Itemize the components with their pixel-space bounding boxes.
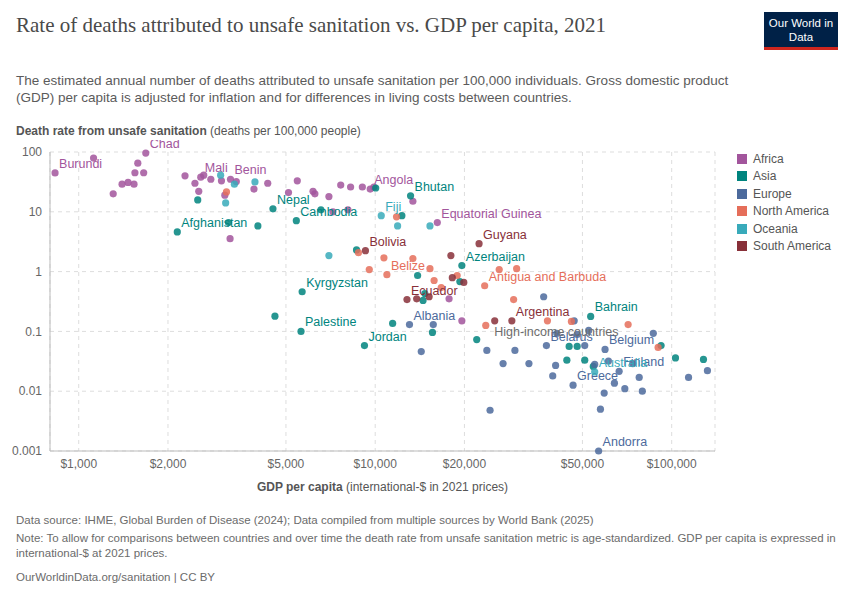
svg-text:$2,000: $2,000 — [150, 457, 187, 471]
svg-text:Azerbaijan: Azerbaijan — [466, 250, 525, 264]
html-text:OurWorldinData.org/sanitation: OurWorldinData.org/sanitation | CC BY — [16, 571, 215, 583]
html-text:Note: To allow for comparisons: Note: To allow for comparisons between c… — [16, 532, 836, 559]
svg-text:Bhutan: Bhutan — [415, 180, 455, 194]
svg-text:Benin: Benin — [234, 163, 266, 177]
svg-text:Belgium: Belgium — [609, 333, 655, 348]
svg-text:Chad: Chad — [150, 140, 180, 151]
svg-text:0.001: 0.001 — [12, 444, 42, 458]
svg-text:$100,000: $100,000 — [647, 457, 697, 471]
svg-text:Palestine: Palestine — [305, 315, 356, 329]
svg-text:0.1: 0.1 — [25, 325, 42, 339]
svg-text:Burundi: Burundi — [59, 156, 103, 171]
svg-text:Mali: Mali — [205, 161, 228, 175]
svg-text:Nepal: Nepal — [277, 192, 310, 207]
html-text:Europe: Europe — [753, 186, 792, 201]
svg-text:Ecuador: Ecuador — [411, 283, 458, 298]
html-text:Data source: IHME, Global Burd: Data source: IHME, Global Burden of Dise… — [16, 514, 594, 526]
svg-text:100: 100 — [22, 145, 42, 159]
html-text:Oceania: Oceania — [753, 221, 798, 236]
svg-text:Bolivia: Bolivia — [369, 235, 406, 249]
svg-text:$10,000: $10,000 — [354, 457, 398, 471]
html-text:North America: North America — [753, 204, 829, 219]
svg-text:Equatorial Guinea: Equatorial Guinea — [441, 207, 541, 221]
svg-text:0.01: 0.01 — [19, 384, 43, 398]
svg-text:$5,000: $5,000 — [268, 457, 305, 471]
svg-text:$1,000: $1,000 — [60, 457, 97, 471]
html-text:Death rate from unsafe sanitat: Death rate from unsafe sanitation (death… — [16, 124, 361, 138]
svg-text:Guyana: Guyana — [483, 228, 527, 242]
svg-text:Afghanistan: Afghanistan — [181, 216, 247, 230]
svg-text:Cambodia: Cambodia — [300, 205, 357, 219]
svg-text:1: 1 — [35, 265, 42, 279]
svg-text:Antigua and Barbuda: Antigua and Barbuda — [489, 270, 607, 284]
svg-text:Argentina: Argentina — [516, 305, 570, 319]
html-text:The estimated annual number of: The estimated annual number of deaths at… — [16, 73, 729, 105]
svg-text:$50,000: $50,000 — [561, 457, 605, 471]
svg-text:Australia: Australia — [599, 356, 648, 370]
svg-text:Albania: Albania — [413, 309, 455, 323]
html-text:Africa: Africa — [753, 151, 784, 166]
svg-text:Belize: Belize — [391, 259, 425, 273]
html-text:Asia: Asia — [753, 169, 777, 184]
svg-text:High-income countries: High-income countries — [494, 325, 618, 339]
svg-text:10: 10 — [29, 205, 43, 219]
html-text:GDP per capita (international-: GDP per capita (international-$ in 2021 … — [256, 480, 509, 494]
svg-text:Fiji: Fiji — [385, 200, 401, 214]
svg-text:Jordan: Jordan — [368, 330, 406, 344]
svg-text:Bahrain: Bahrain — [595, 300, 638, 314]
svg-text:Angola: Angola — [374, 173, 413, 187]
svg-text:Andorra: Andorra — [603, 435, 648, 449]
svg-text:$20,000: $20,000 — [443, 457, 487, 471]
html-text:South America: South America — [753, 239, 831, 254]
html-text:Our World in Data: Our World in Data — [768, 16, 834, 43]
svg-text:Greece: Greece — [577, 369, 619, 384]
html-text:Rate of deaths attributed to u: Rate of deaths attributed to unsafe sani… — [16, 13, 606, 37]
svg-text:Kyrgyzstan: Kyrgyzstan — [306, 276, 368, 290]
